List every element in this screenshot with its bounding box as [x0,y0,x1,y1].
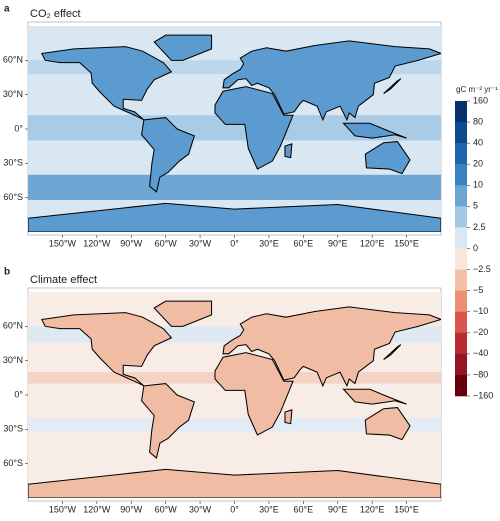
lon-tick-label: 150°E [394,238,419,248]
lat-tick-label: 60°N [3,55,23,65]
lon-tick-label: 150°W [49,504,77,514]
lat-tick-label: 30°S [3,158,23,168]
colorbar-bin [455,353,467,376]
lon-tick-label: 90°W [120,238,143,248]
lon-tick-label: 90°W [120,504,143,514]
lat-tick-label: 30°S [3,424,23,434]
colorbar-bin [455,248,467,270]
colorbar-tick-label: 20 [473,159,483,169]
lon-tick-label: 120°W [83,504,111,514]
colorbar-tick-label: 40 [473,138,483,148]
panel-label: b [4,267,10,278]
colorbar-tick-label: 0 [473,243,478,253]
colorbar-tick-label: −10 [473,306,488,316]
lon-tick-label: 120°E [360,238,385,248]
colorbar-bin [455,122,467,144]
colorbar-tick-label: 2.5 [473,222,486,232]
panel: a CO₂ effect 60°N 30°N 0° 30°S 60°S 150°W 120°… [3,4,442,248]
colorbar-tick-label: −5 [473,285,483,295]
lon-tick-label: 30°E [259,504,279,514]
colorbar-tick-label: −20 [473,327,488,337]
lon-tick-label: 60°E [294,238,314,248]
lat-tick-label: 60°S [3,458,23,468]
lon-tick-label: 120°W [83,238,111,248]
colorbar: 160 80 40 20 10 5 2.5 0 −2.5 −5 −10 −20 −40 −80 −160 [455,95,493,400]
lon-tick-label: 60°W [155,238,178,248]
lon-tick-label: 30°E [259,238,279,248]
map [28,292,441,499]
colorbar-tick-label: −160 [473,390,493,400]
lon-tick-label: 60°W [155,504,178,514]
lat-tick-label: 0° [14,123,23,133]
lat-tick-label: 30°N [3,89,23,99]
lat-tick-label: 60°N [3,321,23,331]
colorbar-title: gC m⁻² yr⁻¹ [456,85,498,94]
lon-tick-label: 30°W [189,504,212,514]
colorbar-bin [455,185,467,207]
colorbar-bin [455,143,467,165]
map [28,25,441,233]
panel-label: a [4,4,10,15]
colorbar-tick-label: −2.5 [473,264,491,274]
colorbar-tick-label: −40 [473,348,488,358]
lon-tick-label: 150°E [394,504,419,514]
panel: b Climate effect 60°N30°N0°30°S60 [3,267,442,514]
colorbar-tick-label: 80 [473,116,483,126]
lat-tick-label: 30°N [3,355,23,365]
colorbar-bin [455,101,467,123]
lon-tick-label: 90°E [328,238,348,248]
panel-title: Climate effect [30,274,97,286]
colorbar-tick-label: −80 [473,369,488,379]
colorbar-tick-label: 5 [473,201,478,211]
colorbar-tick-label: 160 [473,95,488,105]
lat-tick-label: 0° [14,389,23,399]
lon-tick-label: 120°E [360,504,385,514]
lon-tick-label: 90°E [328,504,348,514]
lon-tick-label: 0° [230,504,239,514]
colorbar-bin [455,374,467,397]
colorbar-bin [455,332,467,355]
lon-tick-label: 30°W [189,238,212,248]
panel-title: CO₂ effect [30,8,81,20]
lon-tick-label: 0° [230,238,239,248]
colorbar-tick-label: 10 [473,180,483,190]
lon-tick-label: 60°E [294,504,314,514]
colorbar-bin [455,269,467,291]
lon-tick-label: 150°W [49,238,77,248]
colorbar-bin [455,290,467,313]
colorbar-bin [455,311,467,334]
colorbar-bin [455,227,467,249]
lat-tick-label: 60°S [3,192,23,202]
colorbar-bin [455,164,467,186]
colorbar-bin [455,206,467,228]
